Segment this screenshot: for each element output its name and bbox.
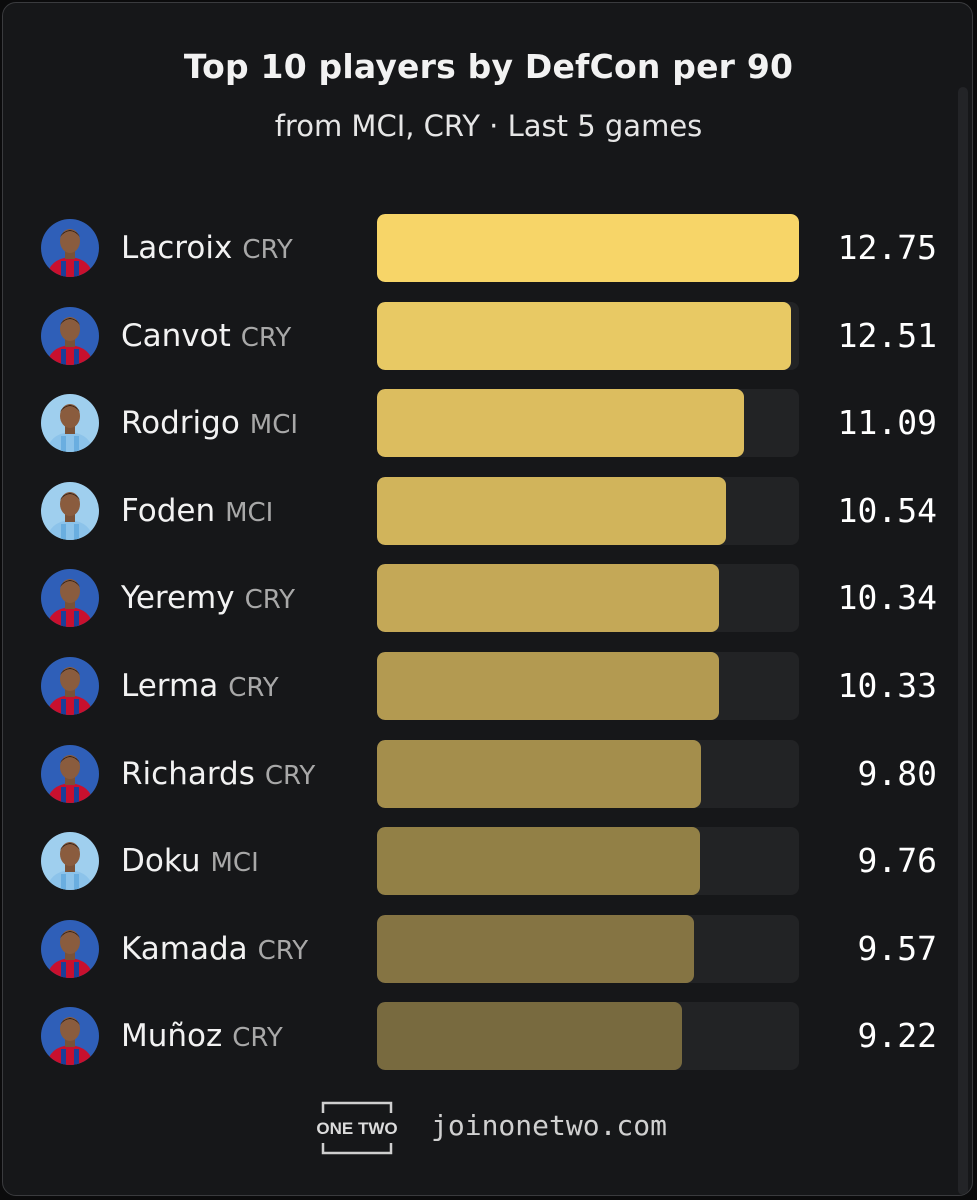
player-name: Yeremy CRY: [121, 580, 296, 616]
player-avatar: [41, 657, 99, 715]
value-label: 12.75: [837, 228, 937, 267]
value-label: 9.22: [857, 1016, 937, 1055]
team-label: CRY: [244, 585, 296, 615]
player-row: Muñoz CRY 9.22: [3, 1002, 963, 1070]
player-name: Kamada CRY: [121, 931, 309, 967]
bar-track: [377, 214, 799, 282]
player-name: Doku MCI: [121, 843, 259, 879]
team-label: CRY: [257, 936, 309, 966]
team-label: MCI: [225, 498, 274, 528]
bar: [377, 915, 694, 983]
team-label: CRY: [240, 323, 292, 353]
bar: [377, 1002, 682, 1070]
team-label: CRY: [242, 235, 293, 265]
player-row: Doku MCI 9.76: [3, 827, 963, 895]
bar: [377, 214, 799, 282]
bar-track: [377, 740, 799, 808]
player-avatar: [41, 1007, 99, 1065]
value-label: 10.33: [837, 666, 937, 705]
player-name: Canvot CRY: [121, 318, 292, 354]
bar-track: [377, 477, 799, 545]
bar: [377, 564, 719, 632]
chart-title: Top 10 players by DefCon per 90: [183, 47, 794, 86]
site-url[interactable]: joinonetwo.com: [431, 1109, 668, 1142]
value-label: 10.34: [837, 578, 937, 617]
team-label: MCI: [210, 848, 259, 878]
bar: [377, 302, 791, 370]
player-avatar: [41, 394, 99, 452]
value-label: 9.57: [857, 929, 937, 968]
player-row: Rodrigo MCI 11.09: [3, 389, 963, 457]
player-row: Richards CRY 9.80: [3, 740, 963, 808]
player-name: Foden MCI: [121, 493, 274, 529]
logo-text: ONE TWO: [317, 1119, 397, 1138]
footer: ONE TWO joinonetwo.com: [3, 1101, 972, 1157]
bar: [377, 740, 701, 808]
player-row: Kamada CRY 9.57: [3, 915, 963, 983]
player-avatar: [41, 482, 99, 540]
value-label: 9.80: [857, 754, 937, 793]
bar-track: [377, 302, 799, 370]
player-avatar: [41, 745, 99, 803]
player-name: Richards CRY: [121, 756, 316, 792]
player-name: Muñoz CRY: [121, 1018, 283, 1054]
player-name: Rodrigo MCI: [121, 405, 299, 441]
bar-track: [377, 652, 799, 720]
bar-track: [377, 1002, 799, 1070]
player-row: Lacroix CRY 12.75: [3, 214, 963, 282]
value-label: 10.54: [837, 491, 937, 530]
player-row: Yeremy CRY 10.34: [3, 564, 963, 632]
bar-track: [377, 564, 799, 632]
bar: [377, 652, 719, 720]
player-name: Lacroix CRY: [121, 230, 293, 266]
bar-track: [377, 389, 799, 457]
value-label: 9.76: [857, 841, 937, 880]
scrollbar[interactable]: [958, 87, 968, 1195]
player-avatar: [41, 569, 99, 627]
team-label: MCI: [249, 410, 299, 440]
player-row: Lerma CRY 10.33: [3, 652, 963, 720]
player-avatar: [41, 832, 99, 890]
team-label: CRY: [264, 761, 316, 791]
bar-track: [377, 915, 799, 983]
player-row: Canvot CRY 12.51: [3, 302, 963, 370]
player-avatar: [41, 219, 99, 277]
bar: [377, 389, 744, 457]
player-avatar: [41, 920, 99, 978]
onetwo-logo: ONE TWO: [317, 1101, 397, 1155]
team-label: CRY: [228, 673, 279, 703]
chart-subtitle: from MCI, CRY · Last 5 games: [274, 109, 703, 143]
team-label: CRY: [232, 1023, 283, 1053]
bar: [377, 827, 700, 895]
player-avatar: [41, 307, 99, 365]
player-row: Foden MCI 10.54: [3, 477, 963, 545]
bar: [377, 477, 726, 545]
bar-track: [377, 827, 799, 895]
value-label: 11.09: [837, 403, 937, 442]
player-name: Lerma CRY: [121, 668, 279, 704]
value-label: 12.51: [837, 316, 937, 355]
